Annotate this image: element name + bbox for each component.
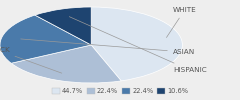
Wedge shape — [35, 7, 91, 45]
Text: WHITE: WHITE — [167, 7, 197, 38]
Wedge shape — [11, 45, 121, 83]
Legend: 44.7%, 22.4%, 22.4%, 10.6%: 44.7%, 22.4%, 22.4%, 10.6% — [49, 85, 191, 97]
Wedge shape — [91, 7, 182, 81]
Text: HISPANIC: HISPANIC — [69, 17, 207, 73]
Wedge shape — [0, 15, 91, 63]
Text: BLACK: BLACK — [0, 47, 62, 73]
Text: ASIAN: ASIAN — [21, 39, 195, 55]
